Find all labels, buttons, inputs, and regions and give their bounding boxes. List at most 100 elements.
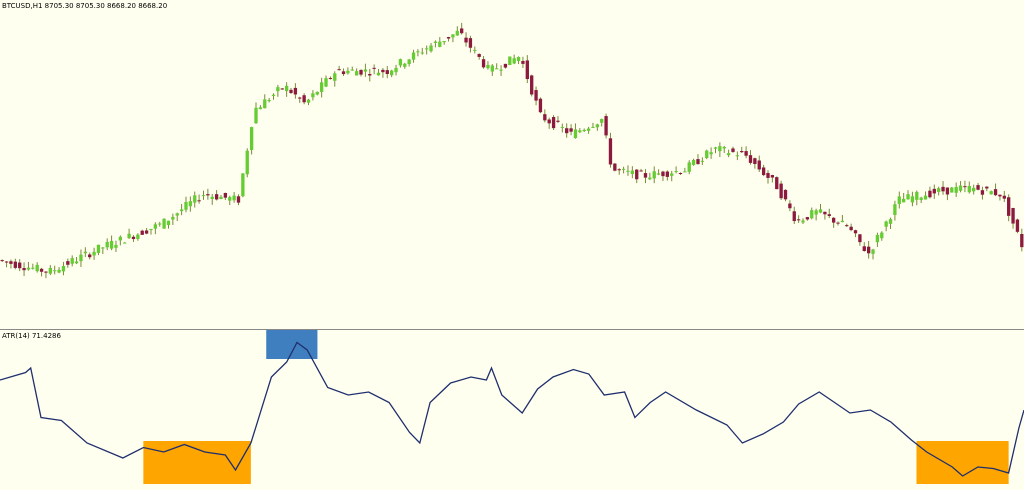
candle-body bbox=[26, 267, 31, 270]
candle-body bbox=[757, 160, 761, 170]
candle-body bbox=[866, 246, 871, 254]
candle-body bbox=[101, 247, 105, 249]
candle-body bbox=[495, 68, 499, 70]
candle-body bbox=[153, 224, 158, 229]
candle-body bbox=[543, 114, 547, 121]
candle-body bbox=[319, 82, 324, 92]
atr-pane[interactable] bbox=[0, 330, 1024, 484]
candle-body bbox=[525, 60, 529, 80]
candle-body bbox=[420, 52, 424, 54]
candle-body bbox=[197, 200, 201, 202]
candle-body bbox=[696, 159, 700, 165]
candle-body bbox=[149, 228, 153, 231]
candle-body bbox=[131, 236, 136, 240]
candle-body bbox=[315, 91, 319, 95]
candle-body bbox=[188, 201, 193, 207]
candle-body bbox=[363, 69, 368, 72]
candle-body bbox=[57, 269, 61, 273]
candle-body bbox=[788, 203, 792, 209]
candle-body bbox=[481, 59, 486, 68]
candle-body bbox=[670, 173, 674, 176]
candle-body bbox=[888, 219, 893, 224]
candle-body bbox=[350, 69, 354, 71]
candle-body bbox=[573, 129, 578, 139]
candle-body bbox=[796, 219, 801, 221]
candle-body bbox=[88, 254, 92, 258]
candle-body bbox=[665, 171, 670, 177]
candle-body bbox=[718, 146, 722, 152]
candle-body bbox=[709, 152, 713, 155]
candle-body bbox=[394, 67, 398, 73]
candle-body bbox=[626, 170, 630, 172]
indicator-header: ATR(14) 71.4286 bbox=[2, 332, 61, 340]
candle-body bbox=[639, 170, 643, 172]
candle-body bbox=[853, 230, 858, 234]
candle-body bbox=[425, 48, 429, 50]
candle-body bbox=[705, 150, 709, 159]
candle-body bbox=[980, 190, 985, 195]
candle-body bbox=[967, 185, 971, 193]
candle-body bbox=[442, 40, 446, 43]
candle-body bbox=[298, 97, 302, 99]
candle-body bbox=[871, 249, 875, 254]
candle-body bbox=[289, 89, 293, 94]
candle-body bbox=[985, 186, 989, 189]
candle-body bbox=[381, 69, 385, 73]
candle-body bbox=[831, 217, 836, 223]
candle-body bbox=[691, 159, 696, 165]
candle-body bbox=[508, 56, 512, 65]
candle-body bbox=[560, 126, 564, 128]
candle-body bbox=[249, 127, 254, 150]
candle-body bbox=[652, 171, 656, 179]
candle-body bbox=[368, 73, 372, 76]
candle-body bbox=[328, 77, 333, 79]
candle-body bbox=[683, 171, 687, 173]
candle-body bbox=[950, 187, 954, 193]
candle-body bbox=[910, 196, 915, 203]
candle-body bbox=[630, 170, 635, 175]
candle-body bbox=[761, 167, 766, 176]
candle-body bbox=[604, 116, 608, 136]
candle-body bbox=[836, 222, 840, 224]
candle-body bbox=[477, 53, 481, 57]
candle-body bbox=[827, 214, 831, 216]
candle-body bbox=[875, 234, 880, 243]
candle-body bbox=[284, 85, 289, 92]
candle-body bbox=[166, 220, 171, 226]
candle-body bbox=[595, 124, 599, 128]
candle-body bbox=[810, 210, 814, 219]
candle-body bbox=[407, 59, 411, 65]
candle-body bbox=[455, 30, 459, 36]
candle-body bbox=[766, 172, 770, 178]
candle-body bbox=[915, 191, 919, 200]
price-pane[interactable] bbox=[0, 22, 1024, 279]
candle-body bbox=[586, 128, 591, 131]
candle-body bbox=[0, 260, 4, 262]
candle-body bbox=[376, 72, 381, 76]
candle-body bbox=[293, 87, 298, 95]
candle-body bbox=[385, 70, 389, 75]
candle-body bbox=[22, 268, 26, 271]
candle-body bbox=[490, 65, 494, 72]
candle-body bbox=[429, 45, 433, 52]
candle-body bbox=[105, 241, 109, 248]
candle-body bbox=[232, 195, 236, 201]
candle-body bbox=[140, 230, 144, 235]
candle-body bbox=[254, 107, 258, 124]
candle-body bbox=[223, 192, 228, 198]
candle-body bbox=[333, 73, 337, 81]
candle-body bbox=[118, 236, 123, 241]
candle-body bbox=[621, 168, 626, 170]
symbol-header: BTCUSD,H1 8705.30 8705.30 8668.20 8668.2… bbox=[2, 2, 167, 10]
candle-body bbox=[551, 117, 556, 129]
candle-body bbox=[735, 155, 740, 157]
candle-body bbox=[722, 147, 726, 149]
candle-body bbox=[109, 240, 114, 249]
candle-body bbox=[162, 218, 166, 229]
candle-body bbox=[464, 37, 468, 43]
candle-body bbox=[214, 194, 219, 200]
candle-body bbox=[845, 225, 849, 227]
candle-body bbox=[114, 244, 118, 248]
candle-body bbox=[993, 189, 998, 196]
